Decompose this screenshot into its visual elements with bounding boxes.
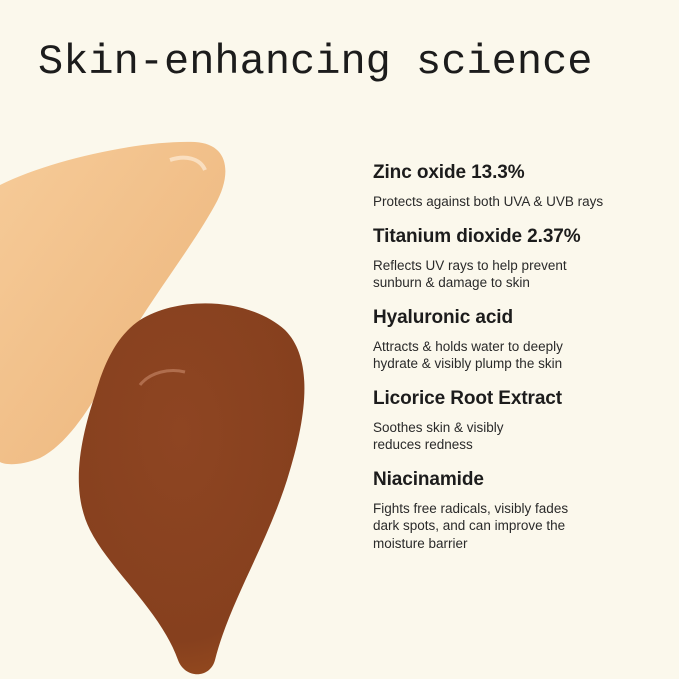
ingredient-item: Licorice Root Extract Soothes skin & vis… (373, 388, 673, 454)
description-line: dark spots, and can improve the (373, 518, 566, 533)
description-line: Attracts & holds water to deeply (373, 338, 563, 354)
ingredient-name: Hyaluronic acid (373, 306, 513, 328)
ingredient-description: Soothes skin & visibly reduces redness (373, 419, 673, 454)
ingredient-name: Zinc oxide 13.3% (373, 162, 525, 183)
light-swatch (0, 141, 226, 465)
description-line: Soothes skin & visibly (373, 419, 504, 435)
ingredient-description: Protects against both UVA & UVB rays (373, 193, 673, 211)
description-line: reduces redness (373, 437, 473, 452)
description-line: Reflects UV rays to help prevent (373, 257, 567, 273)
ingredient-name: Licorice Root Extract (373, 387, 563, 409)
description-line: sunburn & damage to skin (373, 275, 530, 290)
ingredient-name: Titanium dioxide 2.37% (373, 225, 581, 247)
ingredient-list: Zinc oxide 13.3% Protects against both U… (373, 162, 673, 567)
dark-swatch (78, 303, 305, 675)
ingredient-description: Fights free radicals, visibly fades dark … (373, 500, 673, 553)
ingredient-item: Titanium dioxide 2.37% Reflects UV rays … (373, 226, 673, 292)
ingredient-description: Reflects UV rays to help prevent sunburn … (373, 257, 673, 292)
light-swatch-highlight (169, 155, 207, 171)
ingredient-name: Niacinamide (373, 468, 484, 490)
description-line: hydrate & visibly plump the skin (373, 356, 563, 371)
ingredient-item: Zinc oxide 13.3% Protects against both U… (373, 162, 673, 211)
description-line: moisture barrier (373, 535, 468, 551)
description-line: Fights free radicals, visibly fades (373, 500, 569, 516)
description-line: Protects against both UVA & UVB rays (373, 194, 604, 209)
ingredient-item: Niacinamide Fights free radicals, visibl… (373, 469, 673, 553)
dark-swatch-highlight (138, 369, 186, 386)
ingredient-description: Attracts & holds water to deeply hydrate … (373, 338, 673, 373)
page-title: Skin-enhancing science (38, 38, 593, 86)
ingredient-item: Hyaluronic acid Attracts & holds water t… (373, 307, 673, 373)
